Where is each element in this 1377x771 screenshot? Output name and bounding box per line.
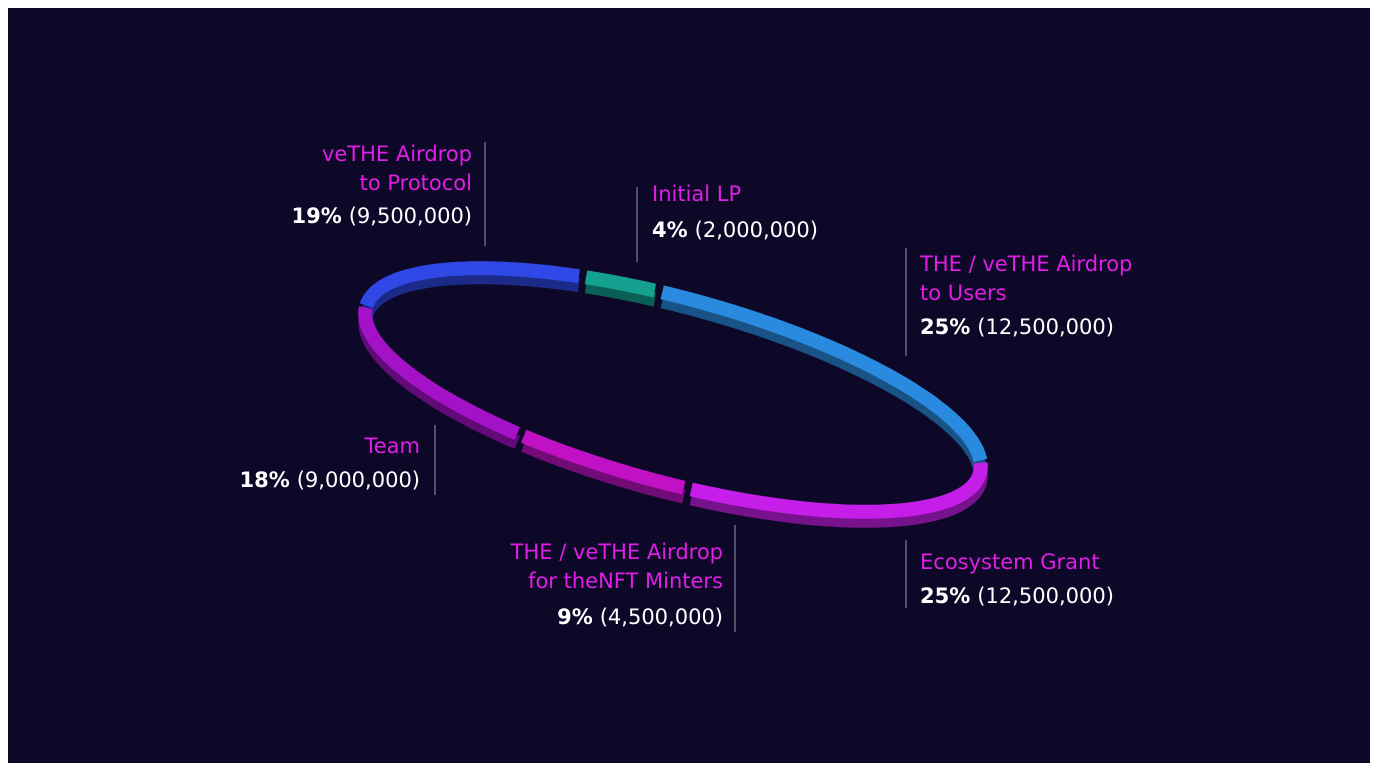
amount-label: (2,000,000): [695, 218, 818, 242]
value-line: 4% (2,000,000): [652, 218, 818, 242]
amount-label: (12,500,000): [977, 584, 1114, 608]
ring-depth: [521, 438, 686, 504]
category-label: THE / veTHE Airdrop: [919, 252, 1132, 276]
value-line: 25% (12,500,000): [920, 315, 1114, 339]
ring-segment: [689, 462, 988, 519]
value-label: 4%: [652, 218, 688, 242]
ring-segment: [359, 261, 580, 308]
ring-segment: [358, 306, 521, 440]
amount-label: (9,500,000): [349, 204, 472, 228]
category-label: to Protocol: [360, 171, 472, 195]
value-label: 9%: [557, 605, 593, 629]
background: [8, 8, 1370, 763]
amount-label: (9,000,000): [297, 468, 420, 492]
ring: [358, 261, 988, 528]
value-line: 18% (9,000,000): [239, 468, 420, 492]
category-label: veTHE Airdrop: [322, 142, 472, 166]
ring-segment: [660, 285, 988, 462]
category-label: to Users: [920, 281, 1007, 305]
value-label: 25%: [920, 584, 970, 608]
value-label: 19%: [291, 204, 341, 228]
ring-segment: [521, 429, 686, 495]
category-label: Initial LP: [652, 182, 741, 206]
ring-depth: [584, 279, 656, 307]
category-label: Team: [363, 434, 420, 458]
value-line: 19% (9,500,000): [291, 204, 472, 228]
amount-label: (12,500,000): [977, 315, 1114, 339]
value-line: 9% (4,500,000): [557, 605, 723, 629]
amount-label: (4,500,000): [600, 605, 723, 629]
category-label: THE / veTHE Airdrop: [510, 540, 723, 564]
labels: veTHE Airdrop to Protocol 19% (9,500,000) In…: [239, 142, 1132, 632]
value-label: 25%: [920, 315, 970, 339]
category-label: Ecosystem Grant: [920, 550, 1100, 574]
category-label: for theNFT Minters: [528, 569, 723, 593]
value-line: 25% (12,500,000): [920, 584, 1114, 608]
value-label: 18%: [239, 468, 289, 492]
ring-segment: [584, 270, 656, 298]
